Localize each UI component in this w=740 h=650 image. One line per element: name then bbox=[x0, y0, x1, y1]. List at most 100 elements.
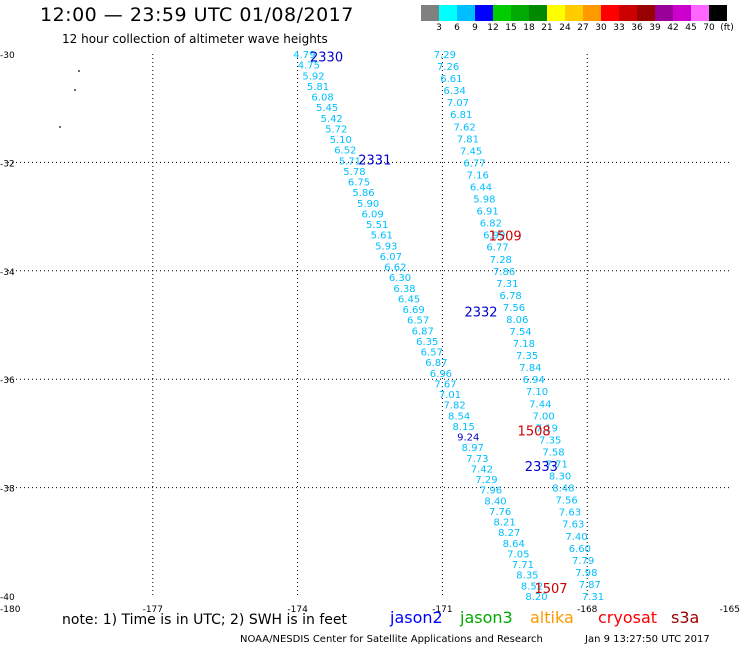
swh-value: 5.90 bbox=[357, 199, 379, 210]
swh-value: 8.97 bbox=[462, 443, 484, 454]
pass-number-label: 2331 bbox=[358, 154, 391, 169]
credit-text: NOAA/NESDIS Center for Satellite Applica… bbox=[240, 634, 543, 645]
swh-value: 7.45 bbox=[460, 146, 482, 157]
color-scale-label: 27 bbox=[577, 23, 589, 33]
pass-number-label: 1507 bbox=[534, 582, 567, 597]
lat-tick-label: -38 bbox=[0, 485, 15, 495]
swh-value: 5.71 bbox=[339, 156, 361, 167]
swh-value: 5.51 bbox=[366, 220, 388, 231]
color-scale-label: 30 bbox=[595, 23, 607, 33]
swh-value: 6.57 bbox=[407, 316, 429, 327]
swh-value: 5.42 bbox=[321, 114, 343, 125]
color-scale-label: 33 bbox=[613, 23, 625, 33]
swh-value: 8.21 bbox=[494, 518, 516, 529]
swh-value: 4.79 bbox=[293, 50, 315, 61]
swh-value: 5.78 bbox=[343, 167, 365, 178]
color-scale-swatch bbox=[529, 5, 547, 21]
swh-value: 6.08 bbox=[311, 93, 333, 104]
swh-value: 6.44 bbox=[470, 182, 492, 193]
swh-value: 6.77 bbox=[486, 243, 508, 254]
swh-value: 7.10 bbox=[526, 387, 548, 398]
swh-value: 7.19 bbox=[536, 423, 558, 434]
legend-altika: altika bbox=[530, 608, 574, 627]
color-scale-label: 70 bbox=[703, 23, 715, 33]
color-scale-label: 42 bbox=[667, 23, 679, 33]
pass-number-label: 1508 bbox=[518, 425, 551, 440]
swh-value: 6.87 bbox=[412, 326, 434, 337]
swh-value: 6.75 bbox=[348, 178, 370, 189]
swh-value: 5.98 bbox=[473, 195, 495, 206]
lon-tick-label: -165 bbox=[720, 605, 740, 615]
color-scale-swatch bbox=[511, 5, 529, 21]
swh-value: 7.31 bbox=[582, 592, 604, 603]
color-scale-swatch bbox=[655, 5, 673, 21]
swh-value: 7.07 bbox=[447, 98, 469, 109]
swh-color-scale bbox=[421, 5, 727, 21]
lat-tick-label: -32 bbox=[0, 159, 15, 169]
swh-value: 5.10 bbox=[330, 135, 352, 146]
swh-value: 7.73 bbox=[466, 454, 488, 465]
pass-number-label: 2332 bbox=[464, 305, 497, 320]
swh-value: 7.67 bbox=[434, 379, 456, 390]
swh-value: 7.84 bbox=[519, 363, 541, 374]
swh-value: 5.45 bbox=[316, 103, 338, 114]
color-scale-swatch bbox=[547, 5, 565, 21]
swh-value: 7.35 bbox=[539, 435, 561, 446]
lat-tick-label: -36 bbox=[0, 376, 15, 386]
swh-value: 7.16 bbox=[467, 170, 489, 181]
legend-jason2: jason2 bbox=[390, 608, 443, 627]
swh-value: 7.42 bbox=[471, 464, 493, 475]
swh-value: 8.64 bbox=[503, 539, 525, 550]
swh-value: 5.92 bbox=[302, 71, 324, 82]
color-scale-swatch bbox=[601, 5, 619, 21]
color-scale-label: 12 bbox=[487, 23, 499, 33]
swh-value: 6.34 bbox=[444, 86, 466, 97]
swh-value: 7.71 bbox=[546, 460, 568, 471]
swh-value: 7.18 bbox=[513, 339, 535, 350]
color-scale-swatch bbox=[691, 5, 709, 21]
swh-value: 8.27 bbox=[498, 528, 520, 539]
swh-value: 7.56 bbox=[556, 496, 578, 507]
island-dot bbox=[59, 126, 61, 128]
swh-value: 6.45 bbox=[398, 294, 420, 305]
pass-number-label: 1509 bbox=[489, 230, 522, 245]
legend-s3a: s3a bbox=[671, 608, 700, 627]
swh-value: 6.38 bbox=[393, 284, 415, 295]
swh-value: 7.63 bbox=[559, 508, 581, 519]
color-scale-swatch bbox=[565, 5, 583, 21]
swh-value: 5.61 bbox=[371, 231, 393, 242]
swh-value: 6.07 bbox=[380, 252, 402, 263]
swh-value: 7.26 bbox=[437, 62, 459, 73]
swh-value: 6.69 bbox=[402, 305, 424, 316]
swh-value: 6.61 bbox=[440, 74, 462, 85]
swh-value: 8.06 bbox=[506, 315, 528, 326]
swh-value: 7.54 bbox=[509, 327, 531, 338]
pass-number-label: 2330 bbox=[310, 51, 343, 66]
swh-value: 7.63 bbox=[562, 520, 584, 531]
swh-value: 6.35 bbox=[416, 337, 438, 348]
pass-number-label: 2333 bbox=[525, 460, 558, 475]
lon-tick-label: -177 bbox=[143, 605, 163, 615]
lat-tick-label: -40 bbox=[0, 593, 15, 603]
swh-value: 7.28 bbox=[490, 255, 512, 266]
swh-value: 6.78 bbox=[500, 291, 522, 302]
swh-value: 7.58 bbox=[542, 447, 564, 458]
swh-value: 8.30 bbox=[549, 472, 571, 483]
color-scale-label: 21 bbox=[541, 23, 553, 33]
lon-tick-label: -168 bbox=[577, 605, 598, 615]
swh-value: 7.87 bbox=[579, 580, 601, 591]
swh-value: 6.82 bbox=[480, 219, 502, 230]
color-scale-swatch bbox=[637, 5, 655, 21]
swh-value: 8.15 bbox=[453, 422, 475, 433]
swh-value: 7.01 bbox=[439, 390, 461, 401]
color-scale-label: 3 bbox=[436, 23, 442, 33]
color-scale-label: 18 bbox=[523, 23, 535, 33]
color-scale-swatch bbox=[439, 5, 457, 21]
swh-value: 6.30 bbox=[389, 273, 411, 284]
lon-tick-label: -180 bbox=[0, 605, 21, 615]
color-scale-swatch bbox=[457, 5, 475, 21]
swh-value: 7.82 bbox=[443, 401, 465, 412]
color-scale-label: 24 bbox=[559, 23, 571, 33]
swh-value: 7.86 bbox=[493, 267, 515, 278]
swh-value: 7.05 bbox=[507, 549, 529, 560]
